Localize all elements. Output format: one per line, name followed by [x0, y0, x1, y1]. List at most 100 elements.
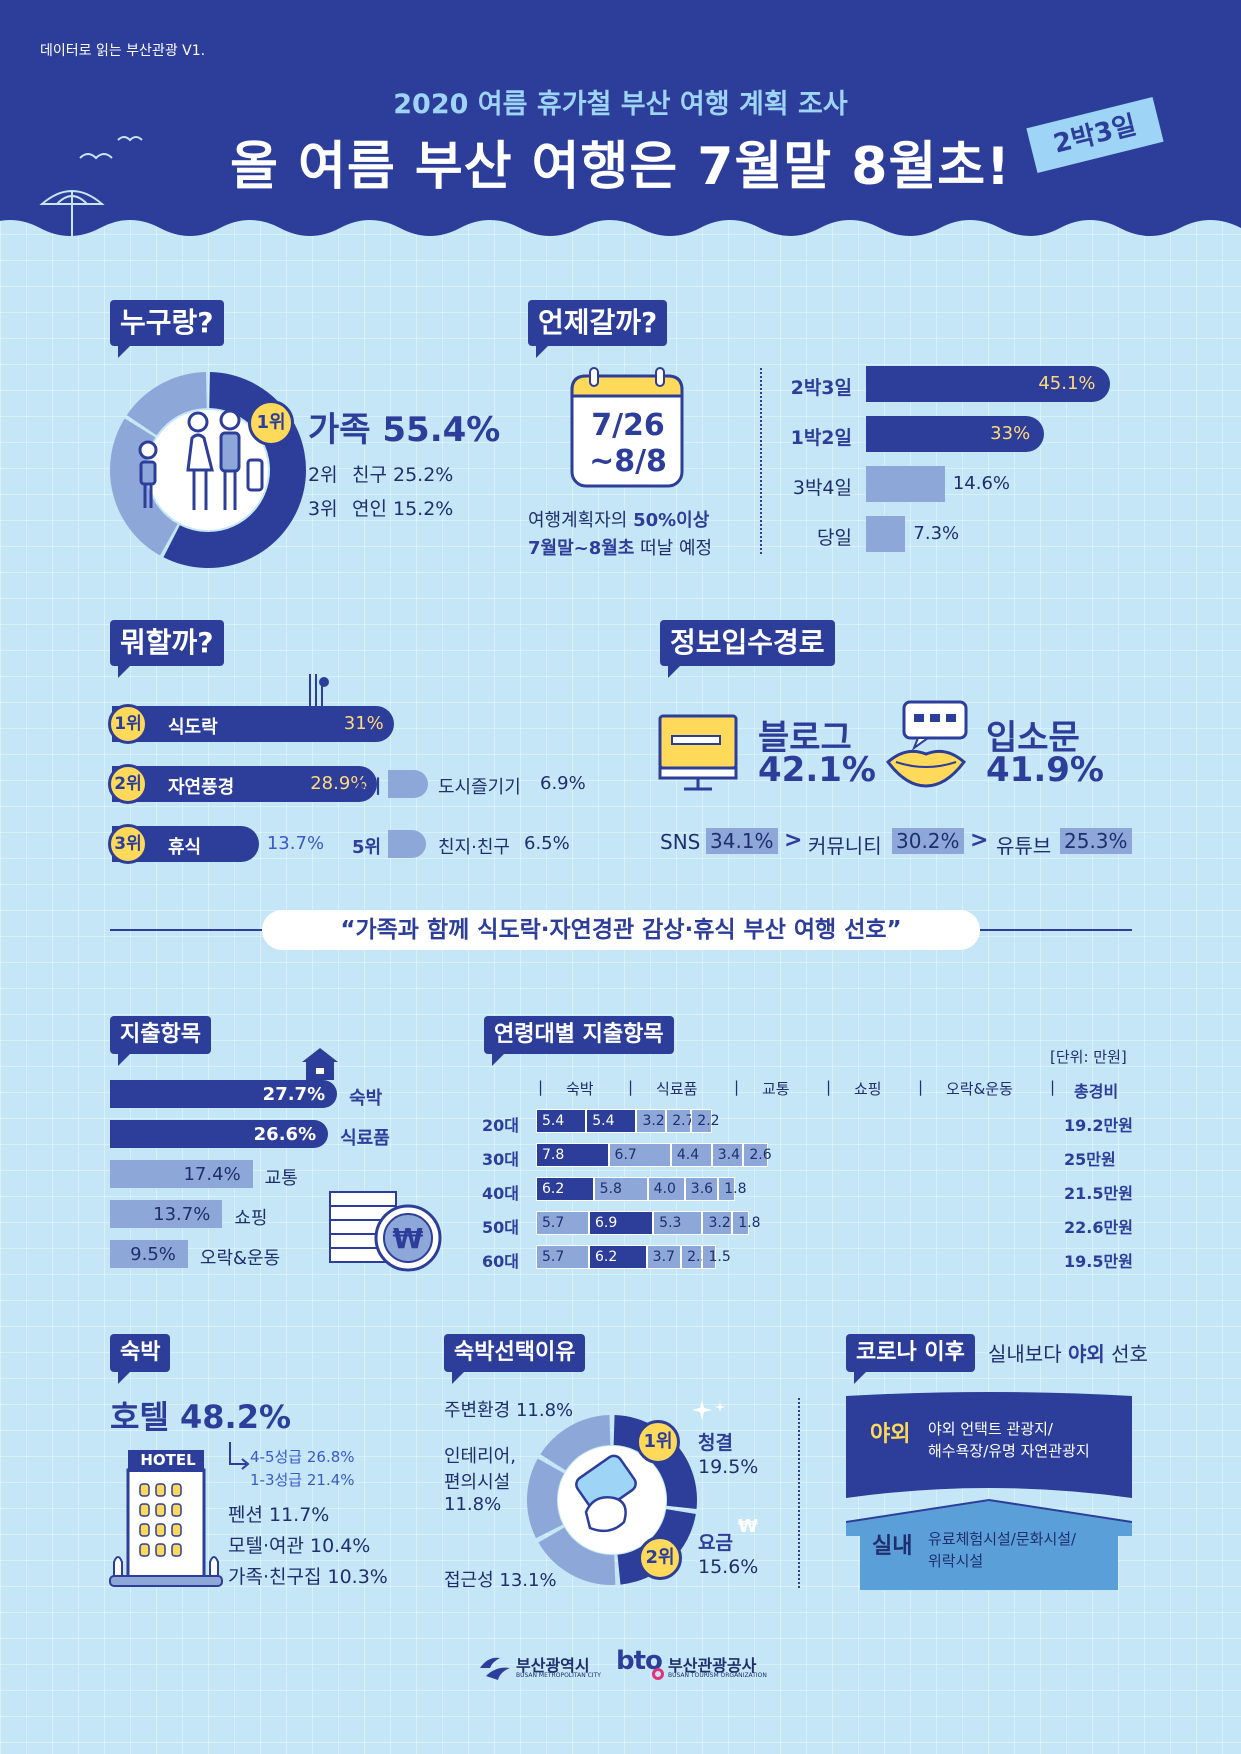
stack-segment: 1.8: [718, 1177, 747, 1201]
companion-second-rank: 2위: [308, 464, 338, 486]
report-subtitle: 2020 여름 휴가철 부산 여행 계획 조사: [393, 89, 848, 120]
stack-segment: 6.9: [589, 1211, 654, 1235]
stack-segment: 3.4: [711, 1143, 744, 1167]
outdoor-line1: 야외 언택트 관광지/: [928, 1420, 1053, 1438]
word-of-mouth-value: 41.9%: [986, 750, 1104, 790]
duration-value: 14.6%: [952, 473, 1011, 494]
page-title: 올 여름 부산 여행은 7월말 8월초!: [230, 137, 1011, 197]
duration-bar: [866, 516, 906, 552]
coin-stack-icon: ₩: [329, 1191, 442, 1272]
donut-slice: [538, 1526, 616, 1585]
spend-value: 17.4%: [183, 1164, 241, 1185]
companion-first: 가족 55.4%: [308, 410, 501, 450]
activity-label: 친지·친구: [438, 837, 510, 858]
stack-segment: 5.4: [536, 1109, 587, 1133]
community-label: 커뮤니티: [808, 834, 882, 858]
duration-category: 2박3일: [790, 377, 852, 399]
companion-third: 연인 15.2%: [352, 498, 454, 520]
activity-value: 6.5%: [524, 833, 570, 854]
stack-segment: 3.2: [702, 1211, 733, 1235]
duration-category: 3박4일: [792, 477, 852, 499]
stack-segment: 2.3: [681, 1245, 709, 1269]
column-header: 오락&운동: [946, 1080, 1013, 1098]
total-value: 19.2만원: [1064, 1116, 1133, 1135]
section-title-spend: 지출항목: [110, 1016, 211, 1066]
stack-segment: 5.3: [653, 1211, 703, 1235]
reason-interior-line2: 편의시설: [444, 1472, 511, 1493]
indoor-line2: 위락시설: [928, 1552, 984, 1570]
rank-badge: 3위: [108, 824, 148, 864]
stack-segment: 5.7: [536, 1211, 589, 1235]
rank-badge-1: 1위: [248, 400, 294, 446]
reason-donut-chart: [527, 1415, 697, 1585]
cleaning-hand-icon: [575, 1454, 637, 1533]
quote-line-right: [980, 929, 1132, 931]
section-title-who: 누구랑?: [110, 300, 224, 358]
duration-category: 당일: [817, 527, 852, 549]
age-label: 60대: [482, 1252, 519, 1271]
covid-pref-text: 실내보다: [988, 1342, 1068, 1366]
stack-segment: 4.0: [647, 1177, 685, 1201]
stack-segment: 3.7: [646, 1245, 682, 1269]
footer-org1-en: BUSAN METROPOLITAN CITY: [516, 1672, 601, 1679]
umbrella-icon: [39, 190, 105, 242]
activity-label: 도시즐기기: [438, 777, 521, 798]
calendar-date-end: ~8/8: [589, 444, 667, 479]
footer-org1: 부산광역시: [516, 1656, 590, 1675]
sns-label: SNS: [660, 830, 701, 854]
reason-surround: 주변환경 11.8%: [444, 1400, 574, 1421]
age-label: 40대: [482, 1184, 519, 1203]
arrow-icon: >: [970, 828, 989, 853]
donut-slice: [163, 372, 306, 568]
activity-value: 31%: [343, 713, 384, 734]
branch-arrow-icon: [229, 1442, 250, 1470]
blog-value: 42.1%: [758, 750, 876, 790]
reason-interior-line1: 인테리어,: [444, 1446, 516, 1467]
lodging-motel: 모텔·여관 10.4%: [228, 1535, 371, 1557]
reason-rank-1: 1위: [636, 1420, 680, 1464]
spend-category: 오락&운동: [199, 1248, 281, 1269]
column-header: 쇼핑: [854, 1080, 882, 1098]
covid-preference: 실내보다 야외 선호: [988, 1338, 1148, 1367]
rank-label: 5위: [352, 837, 382, 858]
column-header: 교통: [762, 1080, 790, 1098]
reason-clean-label: 청결: [698, 1432, 733, 1454]
hotel-sign: HOTEL: [140, 1451, 196, 1469]
busan-city-logo-icon: [480, 1657, 510, 1680]
arrow-icon: >: [784, 828, 803, 853]
duration-value: 45.1%: [1038, 373, 1096, 394]
family-icon: [138, 409, 264, 510]
reason-clean-value: 19.5%: [698, 1456, 759, 1478]
header-divider: |: [628, 1078, 634, 1096]
duration-bar: [866, 366, 1110, 402]
hotel-sub-low: 1-3성급 21.4%: [250, 1471, 355, 1489]
activity-value: 28.9%: [310, 773, 368, 794]
covid-pref-highlight: 야외: [1067, 1342, 1105, 1366]
stack-segment: 2.6: [743, 1143, 772, 1167]
stack-segment: 6.2: [589, 1245, 647, 1269]
section-title-reason: 숙박선택이유: [444, 1334, 586, 1384]
age-label: 50대: [482, 1218, 519, 1237]
activity-bar: [112, 706, 394, 742]
stack-segment: 2.2: [691, 1109, 720, 1133]
when-note-line1: 여행계획자의 50%이상: [528, 506, 709, 532]
indoor-label: 실내: [872, 1534, 913, 1559]
section-title-age-spend: 연령대별 지출항목: [484, 1016, 674, 1066]
youtube-value: 25.3%: [1060, 828, 1132, 854]
stack-segment: 3.2: [636, 1109, 667, 1133]
divider-line: [798, 1398, 800, 1588]
monitor-icon: [658, 714, 738, 791]
divider-line: [760, 368, 762, 554]
quote-line-left: [110, 929, 262, 931]
stack-segment: 5.4: [586, 1109, 637, 1133]
stack-segment: 1.8: [732, 1211, 760, 1235]
spend-value: 27.7%: [262, 1084, 326, 1105]
spend-category: 식료품: [340, 1128, 390, 1149]
header-divider: |: [734, 1078, 740, 1096]
seagull-icon: [79, 136, 143, 160]
lips-icon: [885, 700, 968, 788]
calendar-icon: [570, 367, 684, 488]
stack-segment: 1.5: [702, 1245, 731, 1269]
outdoor-line2: 해수욕장/유명 자연관광지: [928, 1442, 1090, 1460]
